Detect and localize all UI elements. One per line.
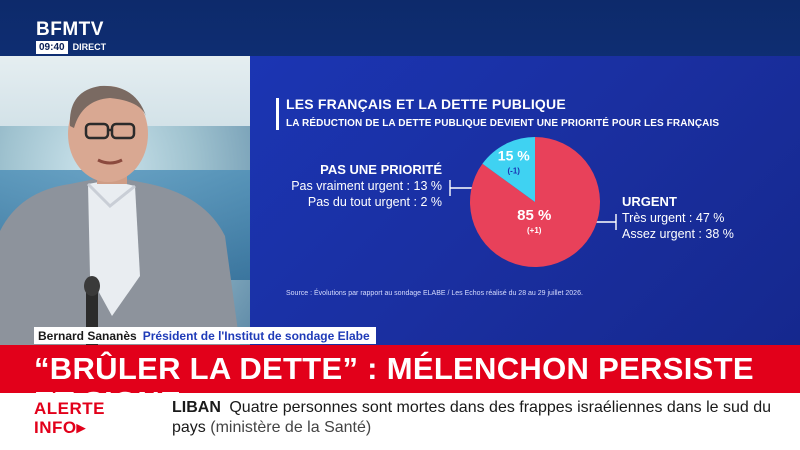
alert-source: (ministère de la Santé)	[210, 419, 372, 436]
urgent-legend: URGENT Très urgent : 47 % Assez urgent :…	[622, 194, 792, 242]
pie-slice-not-priority	[482, 137, 535, 202]
urgent-line1: Très urgent : 47 %	[622, 211, 725, 225]
pie-value-label-urgent: 85 %	[517, 207, 551, 224]
headline-banner: “BRÛLER LA DETTE” : MÉLENCHON PERSISTE E…	[0, 345, 800, 420]
alert-label-arrow: ▸	[76, 418, 86, 437]
pie-chart: 85 % (+1) 15 % (-1)	[449, 137, 617, 267]
urgent-line2: Assez urgent : 38 %	[622, 227, 734, 241]
alert-tag: LIBAN	[172, 399, 221, 416]
alert-ticker: ALERTE INFO▸ LIBAN Quatre personnes sont…	[0, 393, 800, 450]
not-priority-legend: PAS UNE PRIORITÉ Pas vraiment urgent : 1…	[266, 162, 442, 210]
title-accent-bar	[276, 98, 279, 130]
alert-label-line2: INFO	[34, 418, 77, 437]
live-indicator: DIRECT	[72, 42, 107, 52]
clock: 09:40	[36, 41, 68, 54]
not-priority-heading: PAS UNE PRIORITÉ	[320, 162, 442, 177]
chart-subtitle: LA RÉDUCTION DE LA DETTE PUBLIQUE DEVIEN…	[286, 118, 720, 129]
chart-source: Source : Évolutions par rapport au sonda…	[286, 290, 583, 297]
not-priority-line1: Pas vraiment urgent : 13 %	[291, 179, 442, 193]
not-priority-line2: Pas du tout urgent : 2 %	[307, 195, 442, 209]
speaker-strap: Bernard Sananès Président de l'Institut …	[34, 327, 376, 344]
alert-text: Quatre personnes sont mortes dans des fr…	[172, 399, 771, 436]
speaker-name: Bernard Sananès	[38, 328, 137, 343]
urgent-heading: URGENT	[622, 194, 677, 209]
pie-value-label-not-priority: 15 %	[498, 147, 530, 163]
alert-label-line1: ALERTE	[34, 399, 105, 418]
speaker-video	[0, 85, 240, 346]
chart-title: LES FRANÇAIS ET LA DETTE PUBLIQUE	[286, 96, 566, 112]
pie-change-label-urgent: (+1)	[527, 226, 542, 235]
channel-logo: BFMTV 09:40 DIRECT	[36, 20, 116, 54]
alert-label: ALERTE INFO▸	[34, 399, 105, 437]
chart-panel: LES FRANÇAIS ET LA DETTE PUBLIQUE LA RÉD…	[250, 56, 800, 346]
pie-change-label-not-priority: (-1)	[508, 166, 521, 175]
speaker-role: Président de l'Institut de sondage Elabe	[142, 328, 370, 343]
alert-text-block: LIBAN Quatre personnes sont mortes dans …	[172, 398, 772, 438]
brand-name: BFMTV	[36, 19, 104, 40]
